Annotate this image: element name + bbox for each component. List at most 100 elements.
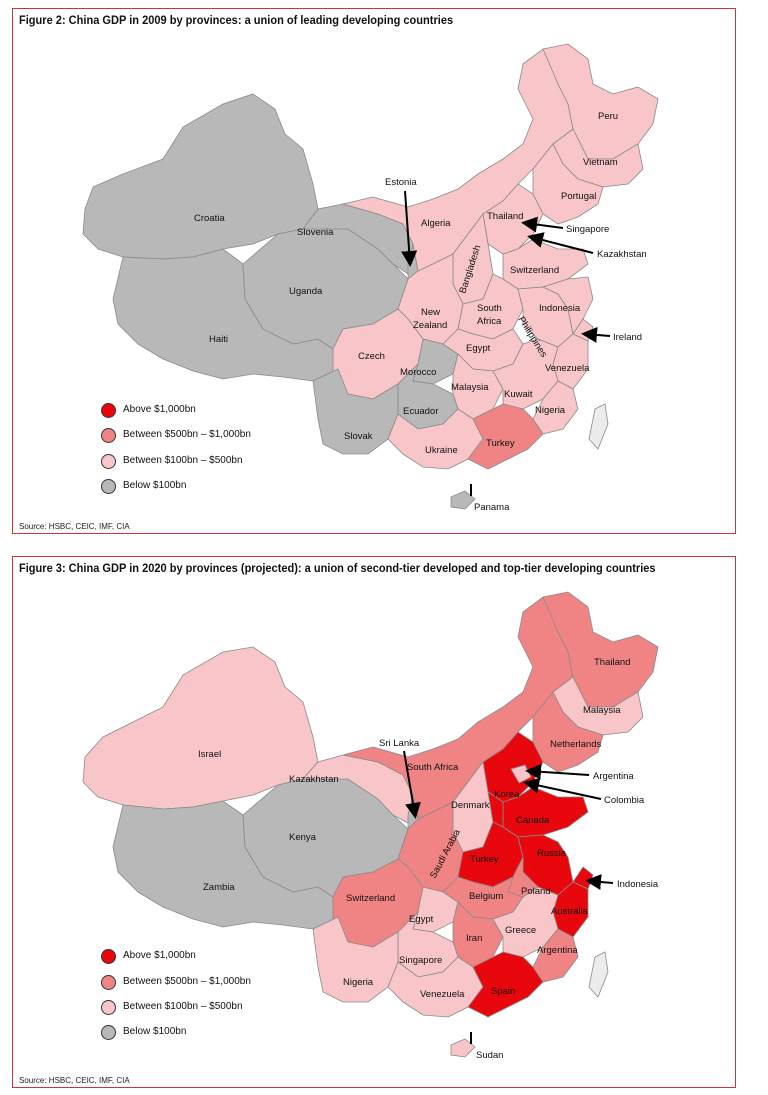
legend-item: Below $100bn bbox=[101, 1025, 186, 1040]
legend-item: Above $1,000bn bbox=[101, 403, 196, 418]
arrow-singapore bbox=[521, 216, 564, 233]
region-spain bbox=[467, 951, 544, 1018]
region-peru bbox=[542, 43, 659, 160]
label-israel: Israel bbox=[198, 749, 221, 760]
label-czech: Czech bbox=[358, 351, 385, 362]
label-indonesia: Indonesia bbox=[539, 303, 581, 314]
legend-item: Between $100bn – $500bn bbox=[101, 454, 243, 469]
label-switzerland: Switzerland bbox=[510, 265, 559, 276]
label-indonesia: Indonesia bbox=[617, 879, 659, 890]
label-nigeria: Nigeria bbox=[535, 405, 566, 416]
label-sudan: Sudan bbox=[476, 1050, 503, 1061]
region-turkey bbox=[467, 403, 544, 470]
label-haiti: Haiti bbox=[209, 334, 228, 345]
label-singapore: Singapore bbox=[399, 955, 442, 966]
region-greece bbox=[492, 886, 559, 958]
label-spain: Spain bbox=[491, 986, 515, 997]
region-portugal bbox=[532, 143, 604, 225]
label-venezuela: Venezuela bbox=[420, 989, 465, 1000]
arrow-ireland bbox=[581, 326, 611, 343]
source-note: Source: HSBC, CEIC, IMF, CIA bbox=[19, 1076, 130, 1085]
legend-item: Above $1,000bn bbox=[101, 949, 196, 964]
label-ireland: Ireland bbox=[613, 332, 642, 343]
label-thailand: Thailand bbox=[487, 211, 523, 222]
legend-swatch bbox=[101, 428, 116, 443]
china-map-2009: Peru Vietnam Portugal Estonia Croatia Al… bbox=[82, 43, 659, 513]
label-south-africa-2: Africa bbox=[477, 316, 502, 327]
label-singapore: Singapore bbox=[566, 224, 609, 235]
label-panama: Panama bbox=[474, 502, 510, 513]
region-panama bbox=[450, 490, 476, 510]
legend-label: Below $100bn bbox=[123, 480, 187, 491]
legend-swatch bbox=[101, 454, 116, 469]
label-greece: Greece bbox=[505, 925, 536, 936]
label-kuwait: Kuwait bbox=[504, 389, 533, 400]
legend-item: Between $500bn – $1,000bn bbox=[101, 975, 251, 990]
figure-title: Figure 3: China GDP in 2020 by provinces… bbox=[19, 561, 656, 575]
label-egypt: Egypt bbox=[409, 914, 434, 925]
label-turkey: Turkey bbox=[486, 438, 515, 449]
arrow-estonia bbox=[401, 190, 418, 267]
label-south-africa: South Africa bbox=[407, 762, 459, 773]
label-egypt: Egypt bbox=[466, 343, 491, 354]
legend-item: Between $100bn – $500bn bbox=[101, 1000, 243, 1015]
label-nigeria: Nigeria bbox=[343, 977, 374, 988]
legend-label: Between $500bn – $1,000bn bbox=[123, 976, 251, 987]
legend-item: Between $500bn – $1,000bn bbox=[101, 428, 251, 443]
legend-swatch bbox=[101, 479, 116, 494]
label-kazakhstan: Kazakhstan bbox=[289, 774, 339, 785]
legend-label: Between $100bn – $500bn bbox=[123, 455, 243, 466]
label-thailand: Thailand bbox=[594, 657, 630, 668]
legend-label: Above $1,000bn bbox=[123, 950, 196, 961]
label-slovenia: Slovenia bbox=[297, 227, 334, 238]
label-new-zealand-1: New bbox=[421, 307, 440, 318]
label-switzerland: Switzerland bbox=[346, 893, 395, 904]
label-colombia: Colombia bbox=[604, 795, 645, 806]
label-estonia: Estonia bbox=[385, 177, 417, 188]
legend-swatch bbox=[101, 975, 116, 990]
label-uganda: Uganda bbox=[289, 286, 323, 297]
region-sudan bbox=[450, 1038, 476, 1058]
legend-swatch bbox=[101, 1025, 116, 1040]
label-ukraine: Ukraine bbox=[425, 445, 458, 456]
label-denmark: Denmark bbox=[451, 800, 490, 811]
label-poland: Poland bbox=[521, 886, 551, 897]
arrow-kazakhstan bbox=[527, 232, 594, 254]
label-australia: Australia bbox=[551, 906, 589, 917]
legend-swatch bbox=[101, 1000, 116, 1015]
legend-swatch bbox=[101, 403, 116, 418]
label-turkey: Turkey bbox=[470, 854, 499, 865]
arrow-argentina bbox=[525, 763, 590, 780]
label-sri-lanka: Sri Lanka bbox=[379, 738, 420, 749]
label-iran: Iran bbox=[466, 933, 482, 944]
region-taiwan bbox=[588, 403, 609, 450]
label-malaysia: Malaysia bbox=[583, 705, 621, 716]
label-slovak: Slovak bbox=[344, 431, 373, 442]
label-canada: Canada bbox=[516, 815, 550, 826]
label-belgium: Belgium bbox=[469, 891, 503, 902]
legend-swatch bbox=[101, 949, 116, 964]
legend-item: Below $100bn bbox=[101, 479, 187, 494]
label-kazakhstan: Kazakhstan bbox=[597, 249, 647, 260]
label-peru: Peru bbox=[598, 111, 618, 122]
arrow-sri-lanka bbox=[403, 750, 421, 819]
label-new-zealand-2: Zealand bbox=[413, 320, 447, 331]
label-algeria: Algeria bbox=[421, 218, 451, 229]
label-korea: Korea bbox=[494, 789, 520, 800]
label-netherlands: Netherlands bbox=[550, 739, 601, 750]
label-portugal: Portugal bbox=[561, 191, 596, 202]
china-map-2020: Thailand Malaysia Sri Lanka Netherlands … bbox=[82, 591, 659, 1061]
label-morocco: Morocco bbox=[400, 367, 436, 378]
source-note: Source: HSBC, CEIC, IMF, CIA bbox=[19, 522, 130, 531]
figure-2-panel: Figure 2: China GDP in 2009 by provinces… bbox=[12, 8, 736, 534]
arrow-indonesia bbox=[585, 874, 614, 890]
region-taiwan bbox=[588, 951, 609, 998]
label-south-africa-1: South bbox=[477, 303, 502, 314]
figure-title: Figure 2: China GDP in 2009 by provinces… bbox=[19, 13, 454, 27]
label-croatia: Croatia bbox=[194, 213, 225, 224]
figure-3-panel: Figure 3: China GDP in 2020 by provinces… bbox=[12, 556, 736, 1088]
label-russia: Russia bbox=[537, 848, 567, 859]
label-argentina-south: Argentina bbox=[537, 945, 578, 956]
label-argentina-north: Argentina bbox=[593, 771, 634, 782]
label-kenya: Kenya bbox=[289, 832, 317, 843]
